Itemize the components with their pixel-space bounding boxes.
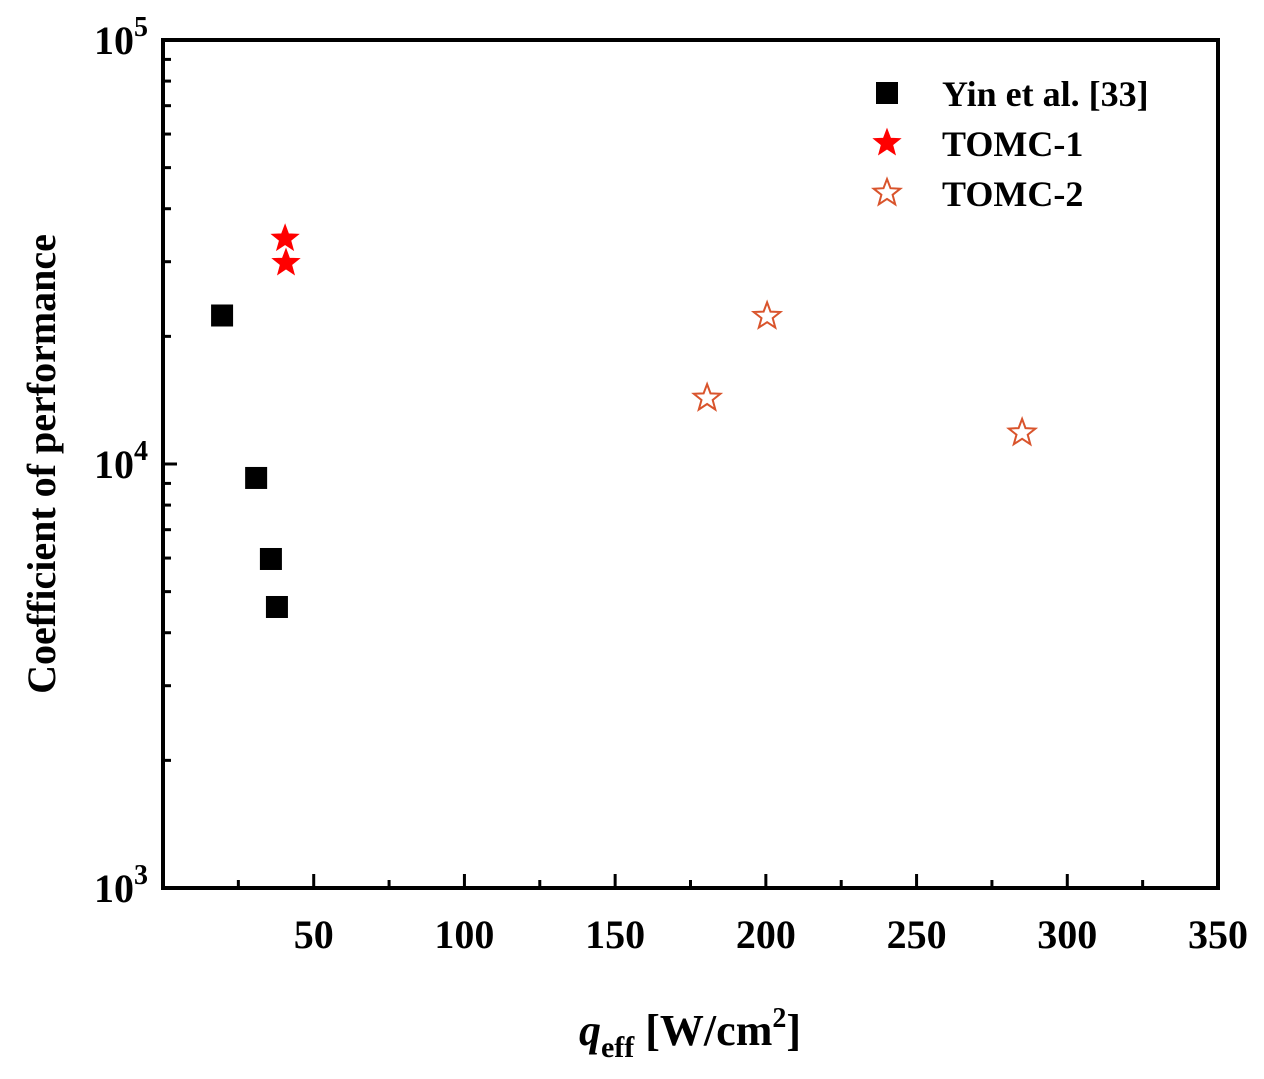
x-axis-label: qeff [W/cm2] (579, 1003, 801, 1064)
legend-label: TOMC-1 (942, 124, 1083, 164)
legend-marker (870, 176, 904, 207)
data-points (211, 223, 1039, 618)
y-tick-label: 105 (94, 12, 148, 63)
data-point-tomc-2 (750, 299, 784, 330)
legend-label: Yin et al. [33] (942, 74, 1149, 114)
plot-frame (161, 38, 1220, 890)
x-tick-label: 150 (585, 912, 645, 957)
data-point-tomc-2 (691, 381, 724, 412)
x-tick-label: 50 (294, 912, 334, 957)
legend-marker (876, 82, 898, 104)
x-tick-label: 350 (1188, 912, 1248, 957)
legend-label: TOMC-2 (942, 174, 1083, 214)
data-point-yin-et-al-33 (211, 304, 234, 327)
axis-ticks: 50 100 150 200 250 300 350 103 104 105 (94, 12, 1248, 957)
data-point-tomc-1 (270, 223, 300, 252)
data-point-yin-et-al-33 (245, 466, 268, 489)
x-tick-label: 250 (887, 912, 947, 957)
x-tick-label: 200 (736, 912, 796, 957)
data-point-tomc-2 (1006, 416, 1039, 447)
y-tick-label: 103 (94, 860, 148, 911)
data-point-yin-et-al-33 (259, 547, 282, 570)
x-tick-label: 300 (1037, 912, 1097, 957)
data-point-yin-et-al-33 (265, 595, 288, 618)
data-point-tomc-1 (271, 247, 301, 276)
y-axis-label: Coefficient of performance (19, 234, 64, 694)
legend: Yin et al. [33] TOMC-1 TOMC-2 (870, 74, 1149, 214)
x-tick-label: 100 (434, 912, 494, 957)
y-tick-label: 104 (94, 436, 148, 487)
legend-marker (872, 127, 902, 156)
